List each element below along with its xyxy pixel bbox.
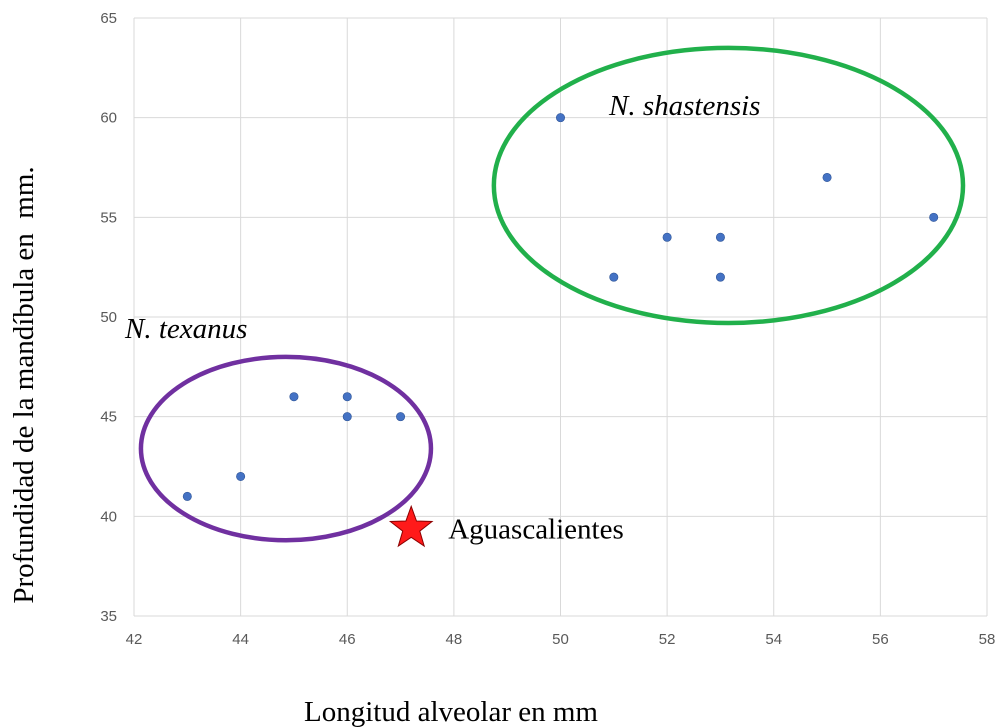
- group-label: N. texanus: [124, 313, 247, 345]
- data-point: [715, 272, 725, 282]
- group-ellipse: [491, 45, 966, 326]
- x-tick-label: 54: [765, 631, 782, 648]
- group-ellipses: N. texanus N. shastensis: [124, 45, 966, 543]
- x-tick-label: 48: [446, 631, 463, 648]
- y-tick-label: 60: [100, 110, 117, 127]
- x-tick-label: 44: [232, 631, 249, 648]
- y-tick-label: 40: [100, 508, 117, 525]
- x-tick-label: 52: [659, 631, 676, 648]
- group-label: N. shastensis: [608, 90, 760, 122]
- star-label: Aguascalientes: [448, 513, 624, 545]
- x-axis-title: Longitud alveolar en mm: [304, 696, 598, 728]
- star-marker: [388, 504, 434, 548]
- x-tick-label: 42: [126, 631, 143, 648]
- y-tick-label: 45: [100, 409, 117, 426]
- x-tick-label: 46: [339, 631, 356, 648]
- data-point: [555, 113, 565, 123]
- y-axis-title: Profundidad de la mandíbula en mm.: [8, 166, 40, 603]
- data-point: [342, 412, 352, 422]
- x-tick-label: 56: [872, 631, 889, 648]
- data-point: [715, 232, 725, 242]
- y-tick-label: 55: [100, 209, 117, 226]
- data-point: [396, 412, 406, 422]
- data-point: [822, 172, 832, 182]
- y-tick-label: 50: [100, 309, 117, 326]
- data-point: [609, 272, 619, 282]
- x-tick-label: 50: [552, 631, 569, 648]
- data-point: [182, 491, 192, 501]
- data-point: [662, 232, 672, 242]
- data-points: [182, 113, 939, 501]
- data-point: [929, 212, 939, 222]
- data-point: [342, 392, 352, 402]
- data-point: [289, 392, 299, 402]
- x-tick-label: 58: [979, 631, 996, 648]
- group-ellipse: [138, 354, 434, 543]
- locality-marker: Aguascalientes: [388, 504, 624, 548]
- y-tick-label: 35: [100, 608, 117, 625]
- data-point: [236, 471, 246, 481]
- tick-labels: 42 44 46 48 50 52 54 56 58 35 40 45 50 55 60 65: [100, 10, 995, 648]
- y-tick-label: 65: [100, 10, 117, 27]
